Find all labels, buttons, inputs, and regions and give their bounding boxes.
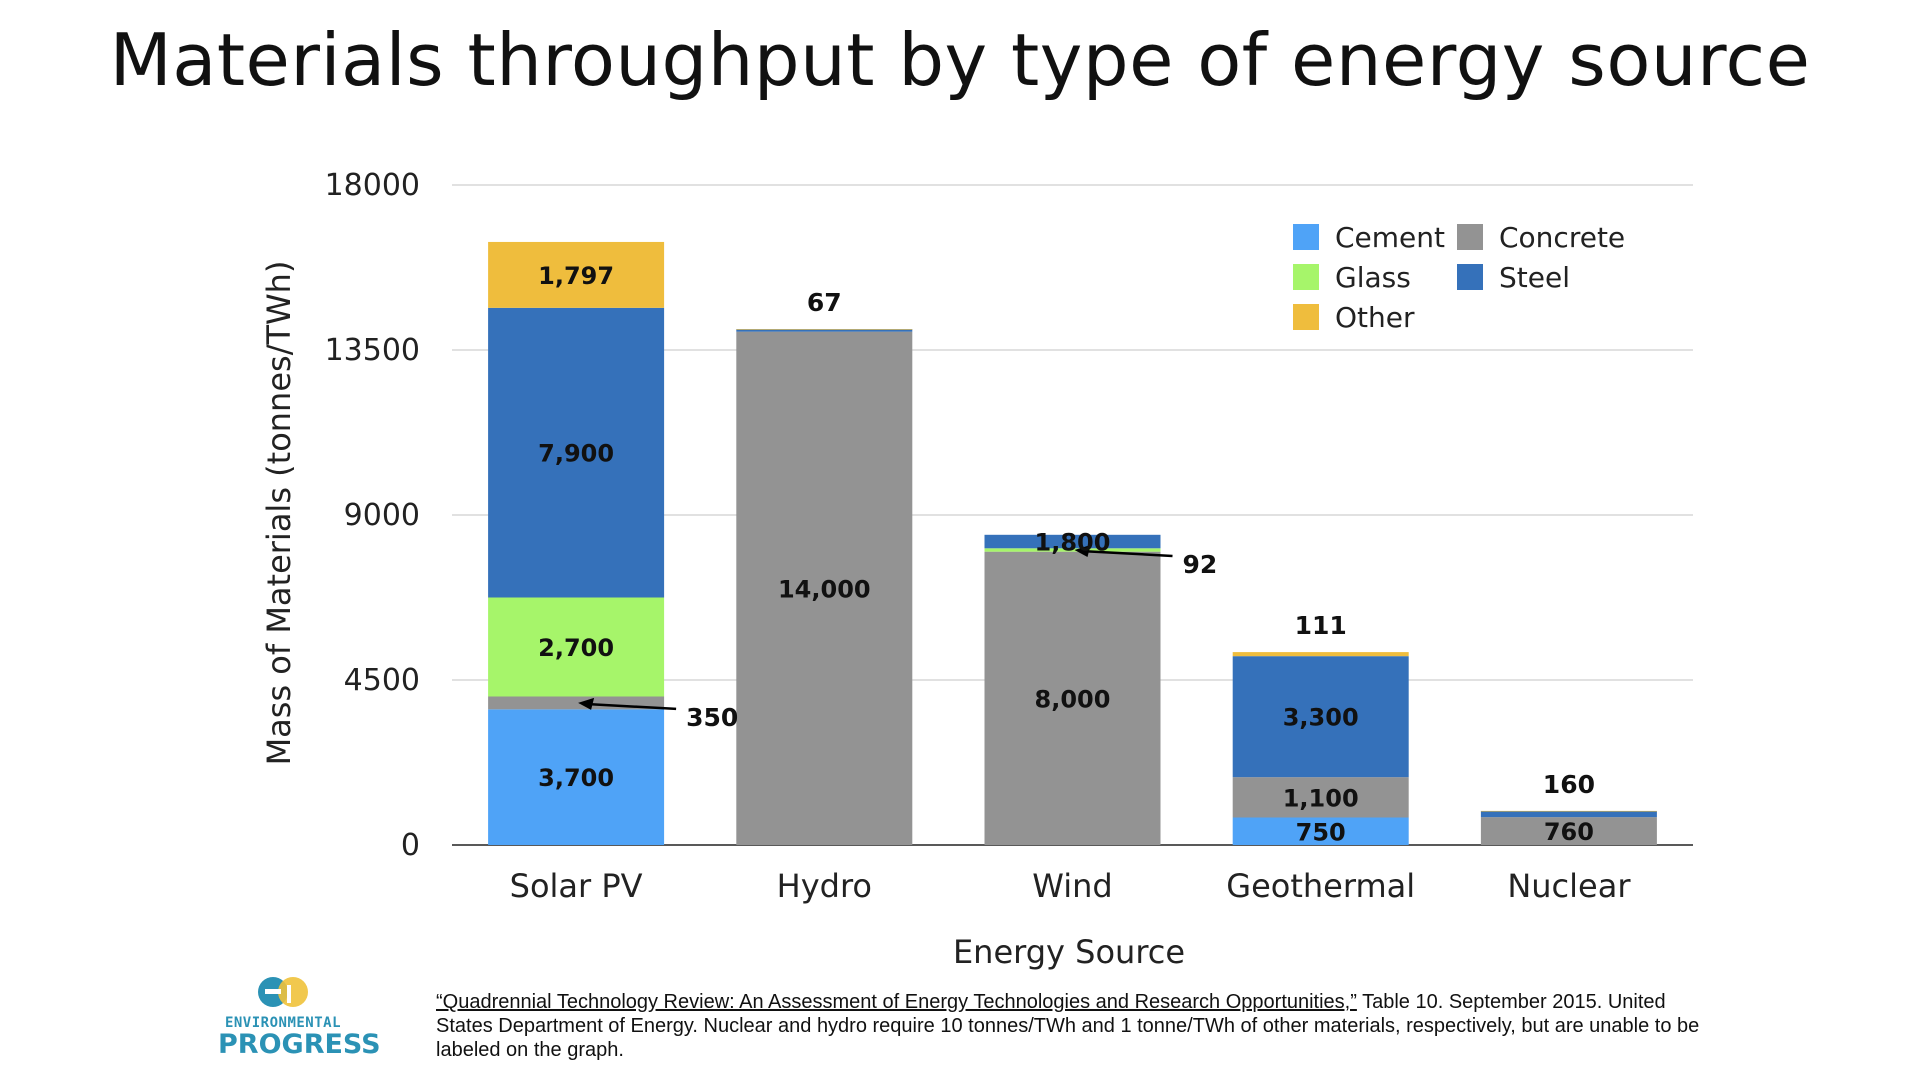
data-label: 8,000 xyxy=(1035,685,1111,713)
x-tick-label: Hydro xyxy=(777,867,872,905)
legend-label-steel: Steel xyxy=(1499,261,1570,294)
data-label: 350 xyxy=(686,703,738,732)
legend-label-other: Other xyxy=(1335,301,1415,334)
legend-swatch-steel xyxy=(1457,264,1483,290)
bar-steel-hydro xyxy=(736,329,913,332)
bar-concrete-wind xyxy=(984,551,1161,845)
data-label: 760 xyxy=(1544,818,1594,846)
bar-cement-solar-pv xyxy=(488,709,665,845)
bar-cement-geothermal xyxy=(1232,817,1409,845)
bar-concrete-geothermal xyxy=(1232,777,1409,818)
x-tick-label: Solar PV xyxy=(510,867,643,905)
y-tick-label: 4500 xyxy=(344,663,420,698)
data-label: 1,100 xyxy=(1283,784,1359,812)
legend-swatch-concrete xyxy=(1457,224,1483,250)
y-tick-label: 18000 xyxy=(325,168,420,203)
page-title: Materials throughput by type of energy s… xyxy=(109,18,1811,102)
data-label: 160 xyxy=(1543,770,1595,799)
x-tick-label: Geothermal xyxy=(1226,867,1415,905)
bar-steel-wind xyxy=(984,534,1161,549)
x-tick-label: Nuclear xyxy=(1507,867,1631,905)
bar-concrete-nuclear xyxy=(1480,817,1657,845)
bar-steel-nuclear xyxy=(1480,811,1657,818)
data-label: 3,300 xyxy=(1283,704,1359,732)
callout-arrowhead xyxy=(1074,544,1091,557)
data-label: 111 xyxy=(1295,611,1347,640)
callout-arrowhead xyxy=(578,697,595,710)
source-citation-link[interactable]: “Quadrennial Technology Review: An Asses… xyxy=(436,991,1357,1013)
legend-swatch-other xyxy=(1293,304,1319,330)
data-label: 1,800 xyxy=(1035,529,1111,557)
callout-arrow xyxy=(584,702,677,711)
data-label: 2,700 xyxy=(538,634,614,662)
ep-logo-icon xyxy=(258,977,308,1007)
legend-label-concrete: Concrete xyxy=(1499,221,1625,254)
data-label: 14,000 xyxy=(778,575,871,603)
data-label: 1,797 xyxy=(538,262,614,290)
x-axis: Solar PV Hydro Wind Geothermal Nuclear xyxy=(510,867,1632,905)
data-label: 7,900 xyxy=(538,440,614,468)
y-tick-label: 13500 xyxy=(325,333,420,368)
y-tick-label: 9000 xyxy=(344,498,420,533)
y-axis: 0 4500 9000 13500 18000 xyxy=(325,168,420,863)
logo-line1: ENVIRONMENTAL xyxy=(224,1015,342,1031)
y-axis-title: Mass of Materials (tonnes/TWh) xyxy=(260,261,298,766)
data-labels: 3,700 350 2,700 7,900 1,797 14,000 67 8,000 92 1,… xyxy=(538,262,1595,846)
bar-steel-solar-pv xyxy=(488,307,665,598)
data-label: 92 xyxy=(1183,550,1218,579)
bar-other-geothermal xyxy=(1232,652,1409,657)
bar-other-nuclear xyxy=(1480,810,1657,812)
bar-concrete-hydro xyxy=(736,331,913,846)
legend: Cement Glass Other Concrete Steel xyxy=(1293,221,1625,334)
y-tick-label: 0 xyxy=(401,828,420,863)
bar-other-hydro xyxy=(736,329,913,330)
legend-swatch-cement xyxy=(1293,224,1319,250)
bar-glass-solar-pv xyxy=(488,597,665,697)
bar-glass-wind xyxy=(984,548,1161,552)
source-note-text: Table 10. September 2015. United States … xyxy=(436,991,1700,1061)
logo-line2: PROGRESS xyxy=(218,1029,381,1060)
environmental-progress-logo: ENVIRONMENTAL PROGRESS xyxy=(218,975,381,1060)
bar-steel-geothermal xyxy=(1232,656,1409,778)
legend-label-glass: Glass xyxy=(1335,261,1411,294)
bar-other-solar-pv xyxy=(488,241,665,308)
x-axis-title: Energy Source xyxy=(953,933,1185,971)
callout-arrow xyxy=(1080,549,1173,558)
data-label: 750 xyxy=(1296,818,1346,846)
source-note: “Quadrennial Technology Review: An Asses… xyxy=(436,990,1706,1062)
legend-swatch-glass xyxy=(1293,264,1319,290)
data-label: 3,700 xyxy=(538,764,614,792)
data-label: 67 xyxy=(807,288,842,317)
x-tick-label: Wind xyxy=(1032,867,1112,905)
legend-label-cement: Cement xyxy=(1335,221,1445,254)
